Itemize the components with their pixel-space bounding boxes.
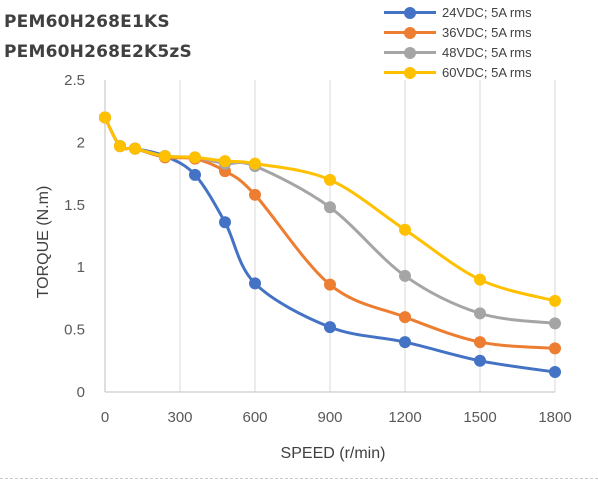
data-point-24vdc-480 — [219, 216, 231, 229]
bottom-divider — [0, 478, 598, 479]
chart-title-line-1: PEM60H268E1KS — [4, 12, 170, 32]
x-tick-label-1800: 1800 — [538, 409, 571, 426]
data-point-24vdc-1800 — [549, 366, 561, 379]
data-point-36vdc-1500 — [474, 336, 486, 349]
legend-label-48vdc: 48VDC; 5A rms — [442, 44, 532, 60]
legend-item-36vdc: 36VDC; 5A rms — [382, 22, 532, 42]
legend-item-60vdc: 60VDC; 5A rms — [382, 62, 532, 82]
data-point-60vdc-600 — [249, 157, 261, 170]
x-tick-label-600: 600 — [242, 409, 267, 426]
tick-labels: 0 300 600 900 1200 1500 1800 0 0.5 1 1.5 2 2.5 — [64, 72, 572, 426]
y-tick-label-1: 0.5 — [64, 322, 85, 339]
data-point-48vdc-1500 — [474, 307, 486, 320]
y-axis-title: TORQUE (N.m) — [35, 186, 52, 299]
legend-label-36vdc: 36VDC; 5A rms — [442, 24, 532, 40]
data-point-60vdc-1800 — [549, 294, 561, 307]
data-point-36vdc-1800 — [549, 342, 561, 355]
x-tick-label-900: 900 — [317, 409, 342, 426]
data-point-48vdc-1800 — [549, 317, 561, 330]
x-tick-label-300: 300 — [167, 409, 192, 426]
data-point-36vdc-1200 — [399, 311, 411, 324]
y-tick-label-2: 1 — [77, 259, 85, 276]
data-point-24vdc-360 — [189, 168, 201, 181]
data-point-60vdc-480 — [219, 155, 231, 168]
data-point-24vdc-600 — [249, 277, 261, 290]
data-point-24vdc-1500 — [474, 354, 486, 367]
x-tick-label-1500: 1500 — [463, 409, 496, 426]
x-tick-label-0: 0 — [101, 409, 109, 426]
legend-item-48vdc: 48VDC; 5A rms — [382, 42, 532, 62]
data-point-36vdc-900 — [324, 278, 336, 291]
legend-label-60vdc: 60VDC; 5A rms — [442, 64, 532, 80]
x-tick-label-1200: 1200 — [388, 409, 421, 426]
legend-swatch-48vdc — [382, 42, 438, 62]
y-tick-label-4: 2 — [77, 134, 85, 151]
data-point-60vdc-1200 — [399, 223, 411, 236]
data-point-60vdc-1500 — [474, 273, 486, 286]
y-tick-label-5: 2.5 — [64, 72, 85, 89]
data-point-60vdc-120 — [129, 142, 141, 155]
data-point-24vdc-1200 — [399, 336, 411, 349]
x-axis-title: SPEED (r/min) — [281, 445, 386, 462]
data-point-36vdc-600 — [249, 188, 261, 201]
data-point-60vdc-240 — [159, 150, 171, 163]
legend-swatch-24vdc — [382, 2, 438, 22]
chart-title-line-2: PEM60H268E2K5zS — [4, 42, 192, 62]
legend: 24VDC; 5A rms 36VDC; 5A rms 48VDC; 5A rm… — [382, 2, 532, 82]
legend-item-24vdc: 24VDC; 5A rms — [382, 2, 532, 22]
legend-label-24vdc: 24VDC; 5A rms — [442, 4, 532, 20]
data-point-48vdc-900 — [324, 201, 336, 214]
data-point-48vdc-1200 — [399, 269, 411, 282]
data-point-60vdc-900 — [324, 173, 336, 186]
data-point-24vdc-900 — [324, 321, 336, 334]
axes — [104, 80, 555, 393]
legend-swatch-36vdc — [382, 22, 438, 42]
data-point-60vdc-60 — [114, 140, 126, 153]
legend-swatch-60vdc — [382, 62, 438, 82]
series-layer — [99, 111, 561, 379]
data-point-60vdc-0 — [99, 111, 111, 124]
y-tick-label-0: 0 — [77, 384, 85, 401]
y-tick-label-3: 1.5 — [64, 197, 85, 214]
data-point-60vdc-360 — [189, 151, 201, 164]
